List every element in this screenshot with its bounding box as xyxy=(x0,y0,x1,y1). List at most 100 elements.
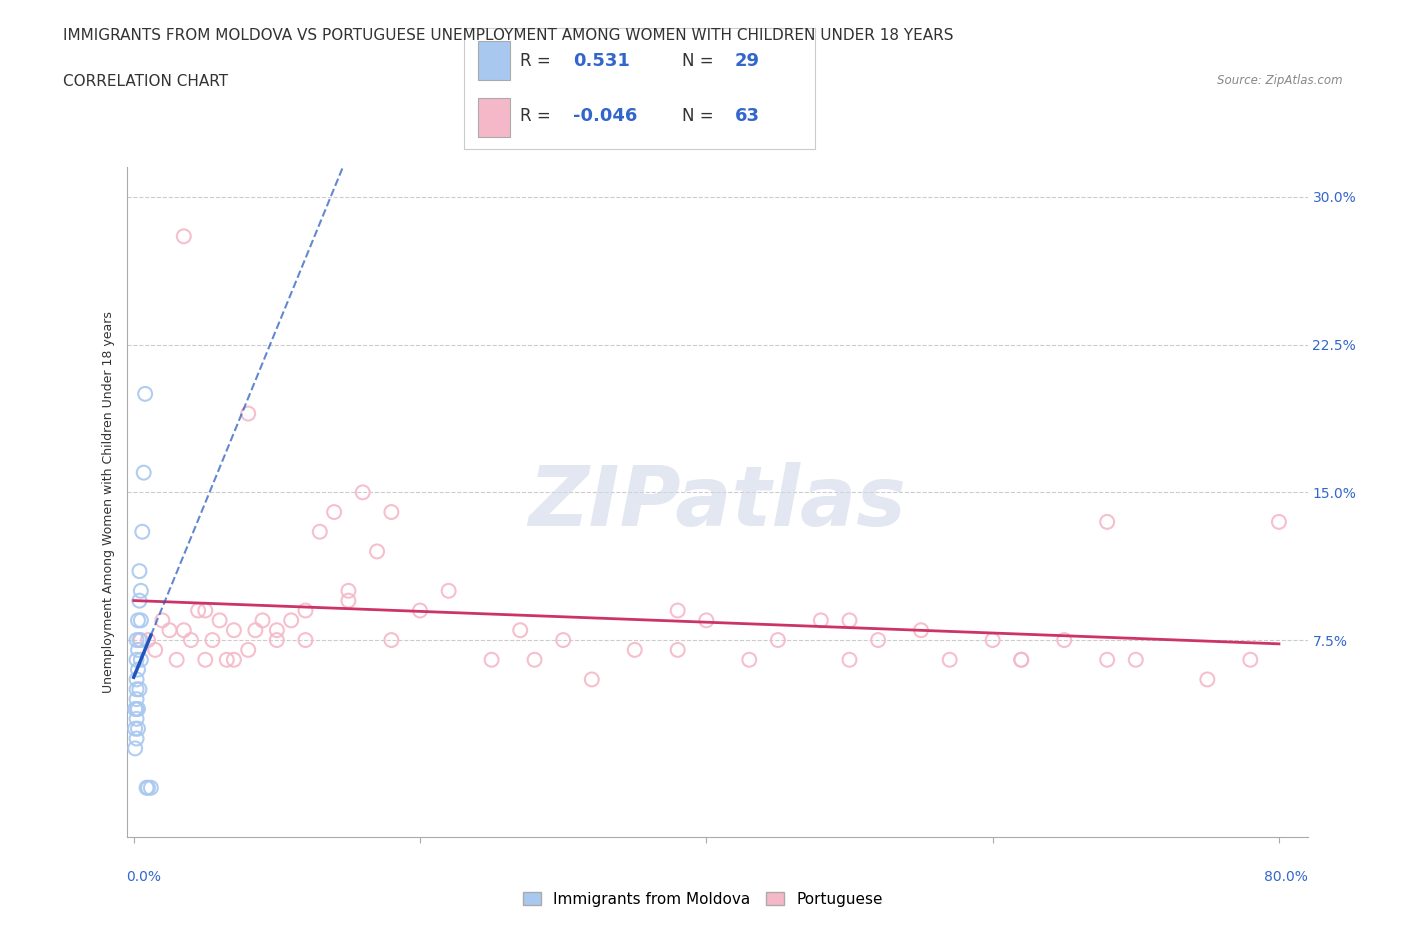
Point xyxy=(127,643,149,658)
Point xyxy=(666,643,689,658)
FancyBboxPatch shape xyxy=(478,41,510,80)
Text: -0.046: -0.046 xyxy=(574,107,637,126)
Point xyxy=(1010,652,1032,667)
Point xyxy=(523,652,546,667)
Point xyxy=(125,672,148,687)
Point xyxy=(409,603,432,618)
Point xyxy=(173,623,195,638)
Point xyxy=(1053,632,1076,647)
Point xyxy=(180,632,202,647)
Point xyxy=(981,632,1004,647)
Point xyxy=(135,780,157,795)
Point xyxy=(481,652,503,667)
Point xyxy=(125,692,148,707)
Point xyxy=(1125,652,1147,667)
Point xyxy=(352,485,374,499)
Point xyxy=(187,603,209,618)
Point xyxy=(136,632,159,647)
Text: 0.0%: 0.0% xyxy=(127,870,162,884)
Point xyxy=(509,623,531,638)
Point xyxy=(337,583,360,598)
Point xyxy=(323,505,346,520)
Point xyxy=(127,613,149,628)
Point xyxy=(128,682,150,697)
Point xyxy=(173,229,195,244)
Text: 29: 29 xyxy=(735,51,759,70)
Point xyxy=(127,662,149,677)
Point xyxy=(131,525,153,539)
Point xyxy=(134,387,156,402)
Point xyxy=(143,643,166,658)
Point xyxy=(125,711,148,726)
Point xyxy=(201,632,224,647)
Text: N =: N = xyxy=(682,51,713,70)
Point xyxy=(132,465,155,480)
Point xyxy=(222,652,245,667)
Point xyxy=(166,652,188,667)
Point xyxy=(266,623,288,638)
Point xyxy=(129,632,152,647)
Point xyxy=(129,652,152,667)
Point xyxy=(159,623,181,638)
Point xyxy=(1239,652,1261,667)
Point xyxy=(125,682,148,697)
Legend: Immigrants from Moldova, Portuguese: Immigrants from Moldova, Portuguese xyxy=(517,886,889,913)
Point xyxy=(129,583,152,598)
Point xyxy=(938,652,960,667)
Point xyxy=(695,613,717,628)
Point xyxy=(128,632,150,647)
Point xyxy=(208,613,231,628)
Point xyxy=(623,643,645,658)
Point xyxy=(294,632,316,647)
Point xyxy=(910,623,932,638)
Point xyxy=(810,613,832,628)
Point xyxy=(380,505,402,520)
FancyBboxPatch shape xyxy=(478,98,510,137)
Point xyxy=(127,701,149,716)
Point xyxy=(238,406,260,421)
Text: CORRELATION CHART: CORRELATION CHART xyxy=(63,74,228,89)
Point xyxy=(238,643,260,658)
Text: R =: R = xyxy=(520,51,551,70)
Y-axis label: Unemployment Among Women with Children Under 18 years: Unemployment Among Women with Children U… xyxy=(103,312,115,693)
Point xyxy=(139,780,162,795)
Point xyxy=(125,701,148,716)
Point xyxy=(125,652,148,667)
Text: IMMIGRANTS FROM MOLDOVA VS PORTUGUESE UNEMPLOYMENT AMONG WOMEN WITH CHILDREN UND: IMMIGRANTS FROM MOLDOVA VS PORTUGUESE UN… xyxy=(63,28,953,43)
Text: 80.0%: 80.0% xyxy=(1264,870,1308,884)
Point xyxy=(1095,652,1118,667)
Point xyxy=(194,603,217,618)
Point xyxy=(294,603,316,618)
Point xyxy=(1010,652,1032,667)
Point xyxy=(125,731,148,746)
Point xyxy=(838,613,860,628)
Point xyxy=(308,525,330,539)
Point xyxy=(666,603,689,618)
Point xyxy=(245,623,267,638)
Point xyxy=(280,613,302,628)
Text: Source: ZipAtlas.com: Source: ZipAtlas.com xyxy=(1218,74,1343,87)
Point xyxy=(252,613,274,628)
Point xyxy=(366,544,388,559)
Point xyxy=(127,722,149,737)
Point xyxy=(215,652,238,667)
Point xyxy=(868,632,890,647)
Point xyxy=(766,632,789,647)
Point xyxy=(1197,672,1219,687)
Point xyxy=(838,652,860,667)
Text: ZIPatlas: ZIPatlas xyxy=(529,461,905,543)
Point xyxy=(553,632,575,647)
Point xyxy=(1268,514,1291,529)
Text: 0.531: 0.531 xyxy=(574,51,630,70)
Point xyxy=(266,632,288,647)
Point xyxy=(150,613,173,628)
Text: N =: N = xyxy=(682,107,713,126)
Point xyxy=(738,652,761,667)
Point xyxy=(1095,514,1118,529)
Point xyxy=(128,593,150,608)
Text: R =: R = xyxy=(520,107,551,126)
Point xyxy=(124,741,146,756)
Point xyxy=(337,593,360,608)
Point xyxy=(125,632,148,647)
Point xyxy=(437,583,460,598)
